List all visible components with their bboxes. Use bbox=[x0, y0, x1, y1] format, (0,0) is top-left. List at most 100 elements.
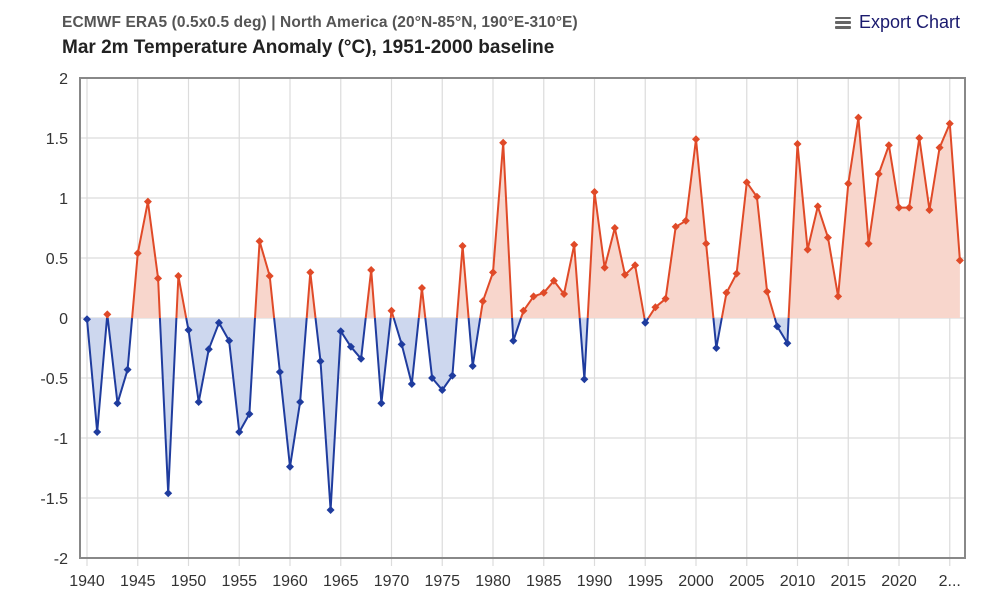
data-point bbox=[83, 315, 91, 324]
data-point bbox=[519, 306, 528, 315]
negative-area bbox=[468, 318, 481, 366]
data-point bbox=[763, 287, 772, 296]
negative-area bbox=[159, 318, 177, 494]
data-point bbox=[945, 119, 954, 128]
positive-area bbox=[587, 192, 645, 318]
data-point bbox=[509, 336, 518, 345]
data-point bbox=[235, 428, 244, 436]
y-tick-label: 0.5 bbox=[46, 251, 68, 268]
x-tick-label: 1980 bbox=[475, 573, 511, 590]
data-point bbox=[326, 506, 335, 514]
x-tick-label: 1940 bbox=[69, 573, 105, 590]
data-point bbox=[458, 242, 467, 250]
positive-line bbox=[254, 240, 276, 319]
data-point bbox=[438, 386, 447, 394]
data-point bbox=[681, 216, 690, 225]
data-point bbox=[346, 342, 355, 351]
y-tick-label: 1.5 bbox=[46, 131, 68, 148]
data-point bbox=[377, 399, 386, 408]
data-point bbox=[874, 170, 883, 178]
data-point bbox=[773, 322, 782, 331]
y-tick-labels: 2 1.5 1 0.5 0 -0.5 -1 -1.5 -2 bbox=[40, 71, 68, 568]
data-point bbox=[620, 270, 629, 279]
data-point bbox=[397, 340, 406, 349]
data-point bbox=[154, 274, 163, 283]
x-tick-label: 1970 bbox=[374, 573, 410, 590]
data-point bbox=[884, 141, 893, 150]
data-point bbox=[407, 380, 416, 388]
data-point bbox=[123, 365, 132, 374]
x-tick-label: 1975 bbox=[424, 573, 460, 590]
negative-area bbox=[374, 318, 391, 404]
data-point bbox=[225, 336, 234, 345]
data-point bbox=[133, 249, 142, 258]
data-point bbox=[113, 399, 122, 408]
x-tick-label: 1965 bbox=[323, 573, 359, 590]
data-point bbox=[580, 375, 589, 384]
data-point bbox=[357, 354, 366, 363]
data-point bbox=[468, 362, 477, 370]
positive-area bbox=[648, 139, 714, 318]
negative-line bbox=[106, 317, 134, 405]
data-point bbox=[143, 197, 152, 206]
data-point bbox=[712, 344, 721, 352]
negative-area bbox=[425, 318, 457, 390]
data-point bbox=[265, 272, 274, 280]
chart-subtitle: ECMWF ERA5 (0.5x0.5 deg) | North America… bbox=[62, 14, 578, 31]
data-point bbox=[590, 188, 599, 196]
data-point bbox=[702, 239, 711, 248]
data-point bbox=[286, 462, 294, 471]
y-tick-label: 1 bbox=[59, 191, 68, 208]
data-point bbox=[164, 489, 173, 498]
x-tick-label: 1955 bbox=[221, 573, 257, 590]
data-point bbox=[204, 345, 213, 354]
data-point bbox=[631, 261, 640, 270]
x-tick-label: 1960 bbox=[272, 573, 308, 590]
y-tick-label: -0.5 bbox=[40, 371, 68, 388]
data-point bbox=[296, 398, 305, 406]
positive-area bbox=[132, 201, 160, 318]
x-tick-label: 2... bbox=[939, 573, 961, 590]
data-point bbox=[813, 202, 822, 211]
data-point bbox=[600, 263, 609, 272]
x-tick-label: 1950 bbox=[171, 573, 207, 590]
x-tick-labels: 1940 1945 1950 1955 1960 1965 1970 1975 1980 1985… bbox=[69, 573, 961, 590]
x-tick-label: 1945 bbox=[120, 573, 156, 590]
data-point bbox=[854, 113, 863, 122]
data-point bbox=[245, 410, 254, 418]
data-point bbox=[570, 240, 579, 249]
data-point bbox=[214, 318, 223, 327]
data-point bbox=[732, 269, 741, 278]
data-point bbox=[793, 140, 802, 148]
data-point bbox=[387, 306, 396, 315]
y-tick-label: -1.5 bbox=[40, 491, 68, 508]
negative-area bbox=[87, 318, 107, 432]
y-tick-label: -1 bbox=[54, 431, 68, 448]
data-point bbox=[549, 276, 558, 285]
data-point bbox=[539, 288, 548, 297]
export-chart-label: Export Chart bbox=[858, 12, 960, 32]
negative-area bbox=[274, 318, 307, 467]
y-tick-label: 2 bbox=[59, 71, 68, 88]
data-point bbox=[955, 256, 964, 265]
data-point bbox=[367, 266, 376, 274]
data-point bbox=[428, 374, 437, 382]
data-point bbox=[661, 294, 670, 303]
data-point bbox=[255, 237, 264, 246]
data-point bbox=[316, 357, 325, 366]
positive-line bbox=[787, 116, 961, 319]
data-point bbox=[184, 326, 193, 334]
menu-icon bbox=[834, 16, 851, 29]
positive-area bbox=[456, 246, 469, 318]
positive-area bbox=[721, 182, 775, 318]
y-tick-label: 0 bbox=[59, 311, 68, 328]
data-point bbox=[742, 178, 751, 187]
data-point bbox=[560, 290, 569, 298]
negative-line bbox=[773, 317, 790, 345]
data-point bbox=[194, 398, 203, 406]
export-chart-button[interactable]: Export Chart bbox=[834, 12, 960, 33]
data-markers bbox=[83, 113, 964, 514]
positive-area bbox=[788, 117, 960, 318]
axes bbox=[79, 77, 966, 559]
data-point bbox=[93, 428, 102, 436]
